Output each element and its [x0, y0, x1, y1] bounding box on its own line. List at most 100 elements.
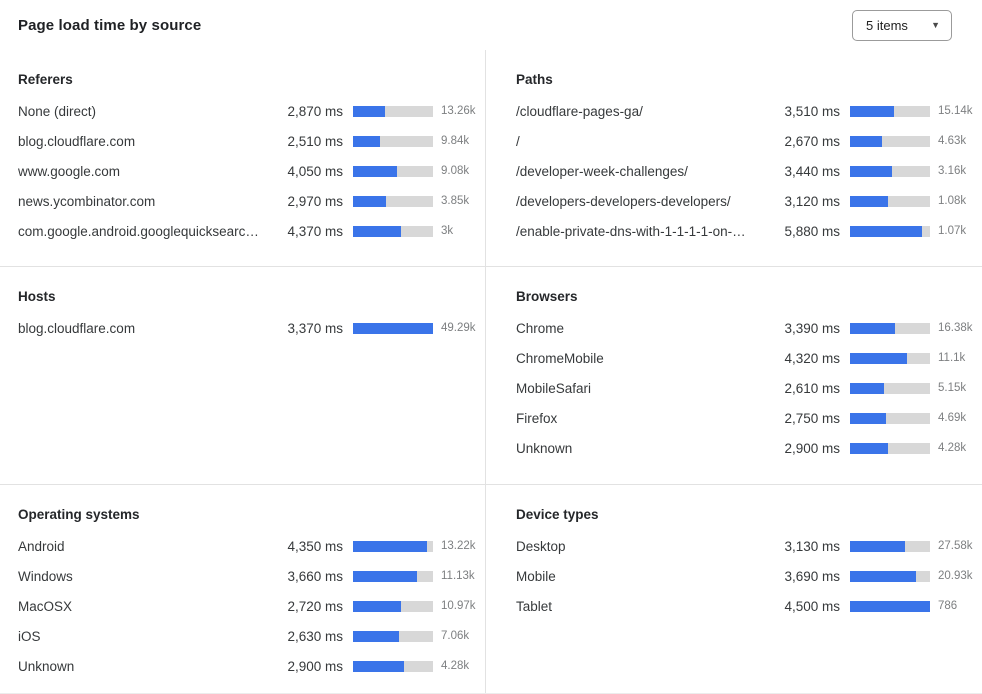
browser-row[interactable]: MobileSafari 2,610 ms 5.15k	[516, 373, 974, 403]
panel-title-referers: Referers	[18, 72, 73, 87]
row-label: Mobile	[516, 568, 556, 584]
ms-bar	[850, 195, 930, 207]
path-row[interactable]: /developer-week-challenges/ 3,440 ms 3.1…	[516, 156, 974, 186]
row-value: 2,870 ms	[287, 103, 343, 119]
row-count: 15.14k	[938, 105, 973, 117]
device-row[interactable]: Mobile 3,690 ms 20.93k	[516, 561, 974, 591]
os-row[interactable]: iOS 2,630 ms 7.06k	[18, 621, 477, 651]
path-row[interactable]: /developers-developers-developers/ 3,120…	[516, 186, 974, 216]
items-count-value: 5 items	[866, 17, 908, 33]
panels-grid: Referers None (direct) 2,870 ms 13.26k b…	[0, 50, 982, 693]
os-row[interactable]: Android 4,350 ms 13.22k	[18, 531, 477, 561]
row-count: 4.63k	[938, 135, 967, 147]
ms-bar	[850, 570, 930, 582]
row-value: 2,900 ms	[287, 658, 343, 674]
row-value: 2,510 ms	[287, 133, 343, 149]
row-count: 11.13k	[441, 570, 475, 582]
ms-bar-fill	[353, 540, 428, 552]
panel-title-browsers: Browsers	[516, 289, 578, 304]
ms-bar	[353, 105, 433, 117]
path-row[interactable]: / 2,670 ms 4.63k	[516, 126, 974, 156]
row-label: blog.cloudflare.com	[18, 320, 136, 336]
referer-row[interactable]: com.google.android.googlequicksearc… 4,3…	[18, 216, 477, 246]
row-value: 3,130 ms	[784, 538, 840, 554]
row-value: 3,390 ms	[784, 320, 840, 336]
browser-row[interactable]: Chrome 3,390 ms 16.38k	[516, 313, 974, 343]
ms-bar-fill	[353, 322, 433, 334]
row-label: com.google.android.googlequicksearc…	[18, 223, 259, 239]
row-count: 20.93k	[938, 570, 973, 582]
host-row[interactable]: blog.cloudflare.com 3,370 ms 49.29k	[18, 313, 477, 343]
referer-row[interactable]: blog.cloudflare.com 2,510 ms 9.84k	[18, 126, 477, 156]
ms-bar-fill	[850, 225, 922, 237]
ms-bar-fill	[850, 442, 888, 454]
ms-bar	[850, 135, 930, 147]
path-row[interactable]: /enable-private-dns-with-1-1-1-1-on-… 5,…	[516, 216, 974, 246]
row-count: 13.26k	[441, 105, 476, 117]
referer-row[interactable]: www.google.com 4,050 ms 9.08k	[18, 156, 477, 186]
ms-bar-fill	[850, 352, 907, 364]
row-count: 786	[938, 600, 958, 612]
panel-referers: Referers None (direct) 2,870 ms 13.26k b…	[0, 50, 485, 266]
row-label: Tablet	[516, 598, 553, 614]
row-count: 3.85k	[441, 195, 470, 207]
row-value: 2,670 ms	[784, 133, 840, 149]
row-value: 4,500 ms	[784, 598, 840, 614]
row-count: 4.28k	[441, 660, 470, 672]
row-count: 10.97k	[441, 600, 476, 612]
row-label: MobileSafari	[516, 380, 592, 396]
panel-title-hosts: Hosts	[18, 289, 56, 304]
ms-bar	[353, 570, 433, 582]
referer-row[interactable]: news.ycombinator.com 2,970 ms 3.85k	[18, 186, 477, 216]
row-label: /enable-private-dns-with-1-1-1-1-on-…	[516, 223, 746, 239]
ms-bar	[850, 352, 930, 364]
ms-bar-fill	[850, 165, 893, 177]
device-row[interactable]: Desktop 3,130 ms 27.58k	[516, 531, 974, 561]
row-count: 1.07k	[938, 225, 967, 237]
browser-row[interactable]: Unknown 2,900 ms 4.28k	[516, 433, 974, 463]
row-value: 2,630 ms	[287, 628, 343, 644]
row-value: 4,350 ms	[287, 538, 343, 554]
os-row[interactable]: MacOSX 2,720 ms 10.97k	[18, 591, 477, 621]
path-row[interactable]: /cloudflare-pages-ga/ 3,510 ms 15.14k	[516, 96, 974, 126]
panel-hosts: Hosts blog.cloudflare.com 3,370 ms 49.29…	[0, 266, 485, 484]
row-value: 3,690 ms	[784, 568, 840, 584]
panel-title-operating-systems: Operating systems	[18, 507, 140, 522]
ms-bar-fill	[850, 540, 906, 552]
row-label: /developer-week-challenges/	[516, 163, 688, 179]
ms-bar	[850, 600, 930, 612]
row-count: 1.08k	[938, 195, 967, 207]
chevron-down-icon: ▼	[931, 19, 940, 30]
ms-bar-fill	[850, 570, 916, 582]
ms-bar-fill	[353, 135, 381, 147]
os-row[interactable]: Windows 3,660 ms 11.13k	[18, 561, 477, 591]
row-count: 16.38k	[938, 322, 973, 334]
row-count: 3.16k	[938, 165, 967, 177]
row-value: 4,320 ms	[784, 350, 840, 366]
browser-row[interactable]: Firefox 2,750 ms 4.69k	[516, 403, 974, 433]
items-count-dropdown[interactable]: 5 items ▼	[852, 9, 952, 41]
row-label: /developers-developers-developers/	[516, 193, 731, 209]
ms-bar-fill	[353, 660, 405, 672]
row-value: 3,440 ms	[784, 163, 840, 179]
row-value: 3,660 ms	[287, 568, 343, 584]
ms-bar	[353, 600, 433, 612]
panel-paths: Paths /cloudflare-pages-ga/ 3,510 ms 15.…	[485, 50, 982, 266]
ms-bar-fill	[850, 322, 895, 334]
row-label: news.ycombinator.com	[18, 193, 156, 209]
panel-title-device-types: Device types	[516, 507, 599, 522]
device-row[interactable]: Tablet 4,500 ms 786	[516, 591, 974, 621]
ms-bar	[850, 225, 930, 237]
row-value: 2,610 ms	[784, 380, 840, 396]
row-count: 9.08k	[441, 165, 470, 177]
ms-bar-fill	[850, 195, 888, 207]
ms-bar-fill	[353, 105, 385, 117]
row-label: Windows	[18, 568, 73, 584]
ms-bar-fill	[850, 105, 894, 117]
row-value: 3,370 ms	[287, 320, 343, 336]
browser-row[interactable]: ChromeMobile 4,320 ms 11.1k	[516, 343, 974, 373]
row-count: 27.58k	[938, 540, 973, 552]
os-row[interactable]: Unknown 2,900 ms 4.28k	[18, 651, 477, 681]
referer-row[interactable]: None (direct) 2,870 ms 13.26k	[18, 96, 477, 126]
row-value: 2,900 ms	[784, 440, 840, 456]
